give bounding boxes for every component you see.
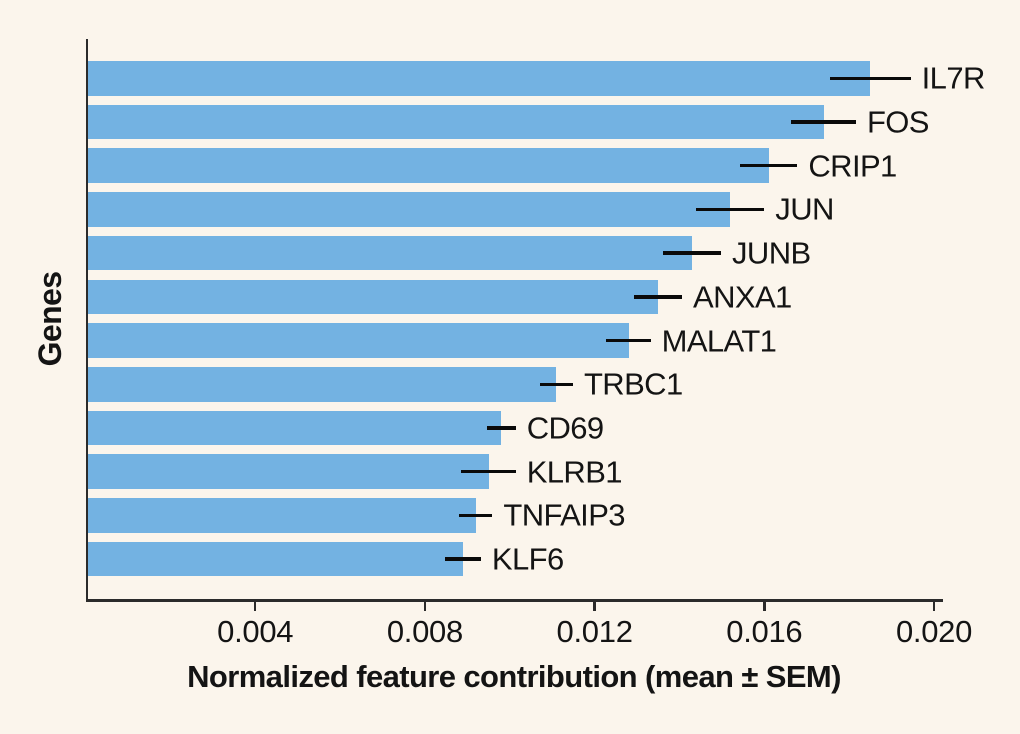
bar-trbc1: [88, 367, 557, 402]
gene-label-il7r: IL7R: [921, 60, 986, 96]
x-tick-label: 0.016: [726, 614, 803, 649]
x-tick-label: 0.004: [217, 614, 294, 649]
x-tick-mark: [932, 601, 936, 611]
bar-fos: [88, 104, 824, 140]
gene-label-klf6: KLF6: [491, 541, 564, 577]
error-bar-fos: [791, 120, 856, 124]
gene-label-crip1: CRIP1: [808, 148, 897, 184]
bar-jun: [88, 192, 731, 227]
gene-label-junb: JUNB: [732, 235, 811, 271]
error-bar-anxa1: [634, 295, 682, 299]
gene-label-anxa1: ANXA1: [693, 279, 792, 315]
gene-label-fos: FOS: [866, 104, 930, 140]
bar-tnfaip3: [88, 498, 476, 533]
bar-klf6: [88, 541, 464, 577]
bar-junb: [88, 235, 693, 271]
bar-il7r: [88, 61, 871, 96]
error-bar-trbc1: [539, 382, 573, 387]
error-bar-klrb1: [461, 469, 516, 474]
bar-cd69: [88, 410, 502, 446]
x-tick-label: 0.020: [895, 614, 973, 649]
x-tick-mark: [593, 601, 596, 611]
bar-malat1: [88, 323, 629, 358]
error-bar-crip1: [739, 163, 798, 168]
gene-label-malat1: MALAT1: [661, 323, 777, 359]
x-tick-label: 0.012: [556, 614, 633, 649]
gene-label-cd69: CD69: [526, 410, 604, 446]
x-tick-mark: [763, 601, 766, 611]
x-tick-mark: [253, 601, 257, 611]
error-bar-jun: [696, 207, 765, 212]
error-bar-malat1: [606, 338, 651, 343]
error-bar-il7r: [830, 76, 911, 80]
x-axis-label: Normalized feature contribution (mean ± …: [187, 659, 841, 694]
error-bar-junb: [663, 251, 722, 255]
plot-area: Normalized feature contribution (mean ± …: [85, 39, 985, 692]
x-tick-mark: [423, 601, 427, 611]
y-axis-spine: [85, 39, 88, 602]
bar-crip1: [88, 148, 769, 183]
x-axis-spine: [85, 599, 943, 602]
gene-label-jun: JUN: [775, 191, 834, 227]
gene-label-tnfaip3: TNFAIP3: [503, 497, 625, 533]
bar-anxa1: [88, 279, 659, 315]
error-bar-cd69: [486, 426, 516, 430]
x-tick-label: 0.008: [386, 614, 463, 649]
gene-label-trbc1: TRBC1: [583, 366, 683, 402]
error-bar-klf6: [445, 557, 481, 561]
y-axis-label: Genes: [32, 271, 68, 367]
error-bar-tnfaip3: [459, 513, 493, 518]
gene-label-klrb1: KLRB1: [526, 454, 623, 490]
bar-klrb1: [88, 454, 489, 489]
